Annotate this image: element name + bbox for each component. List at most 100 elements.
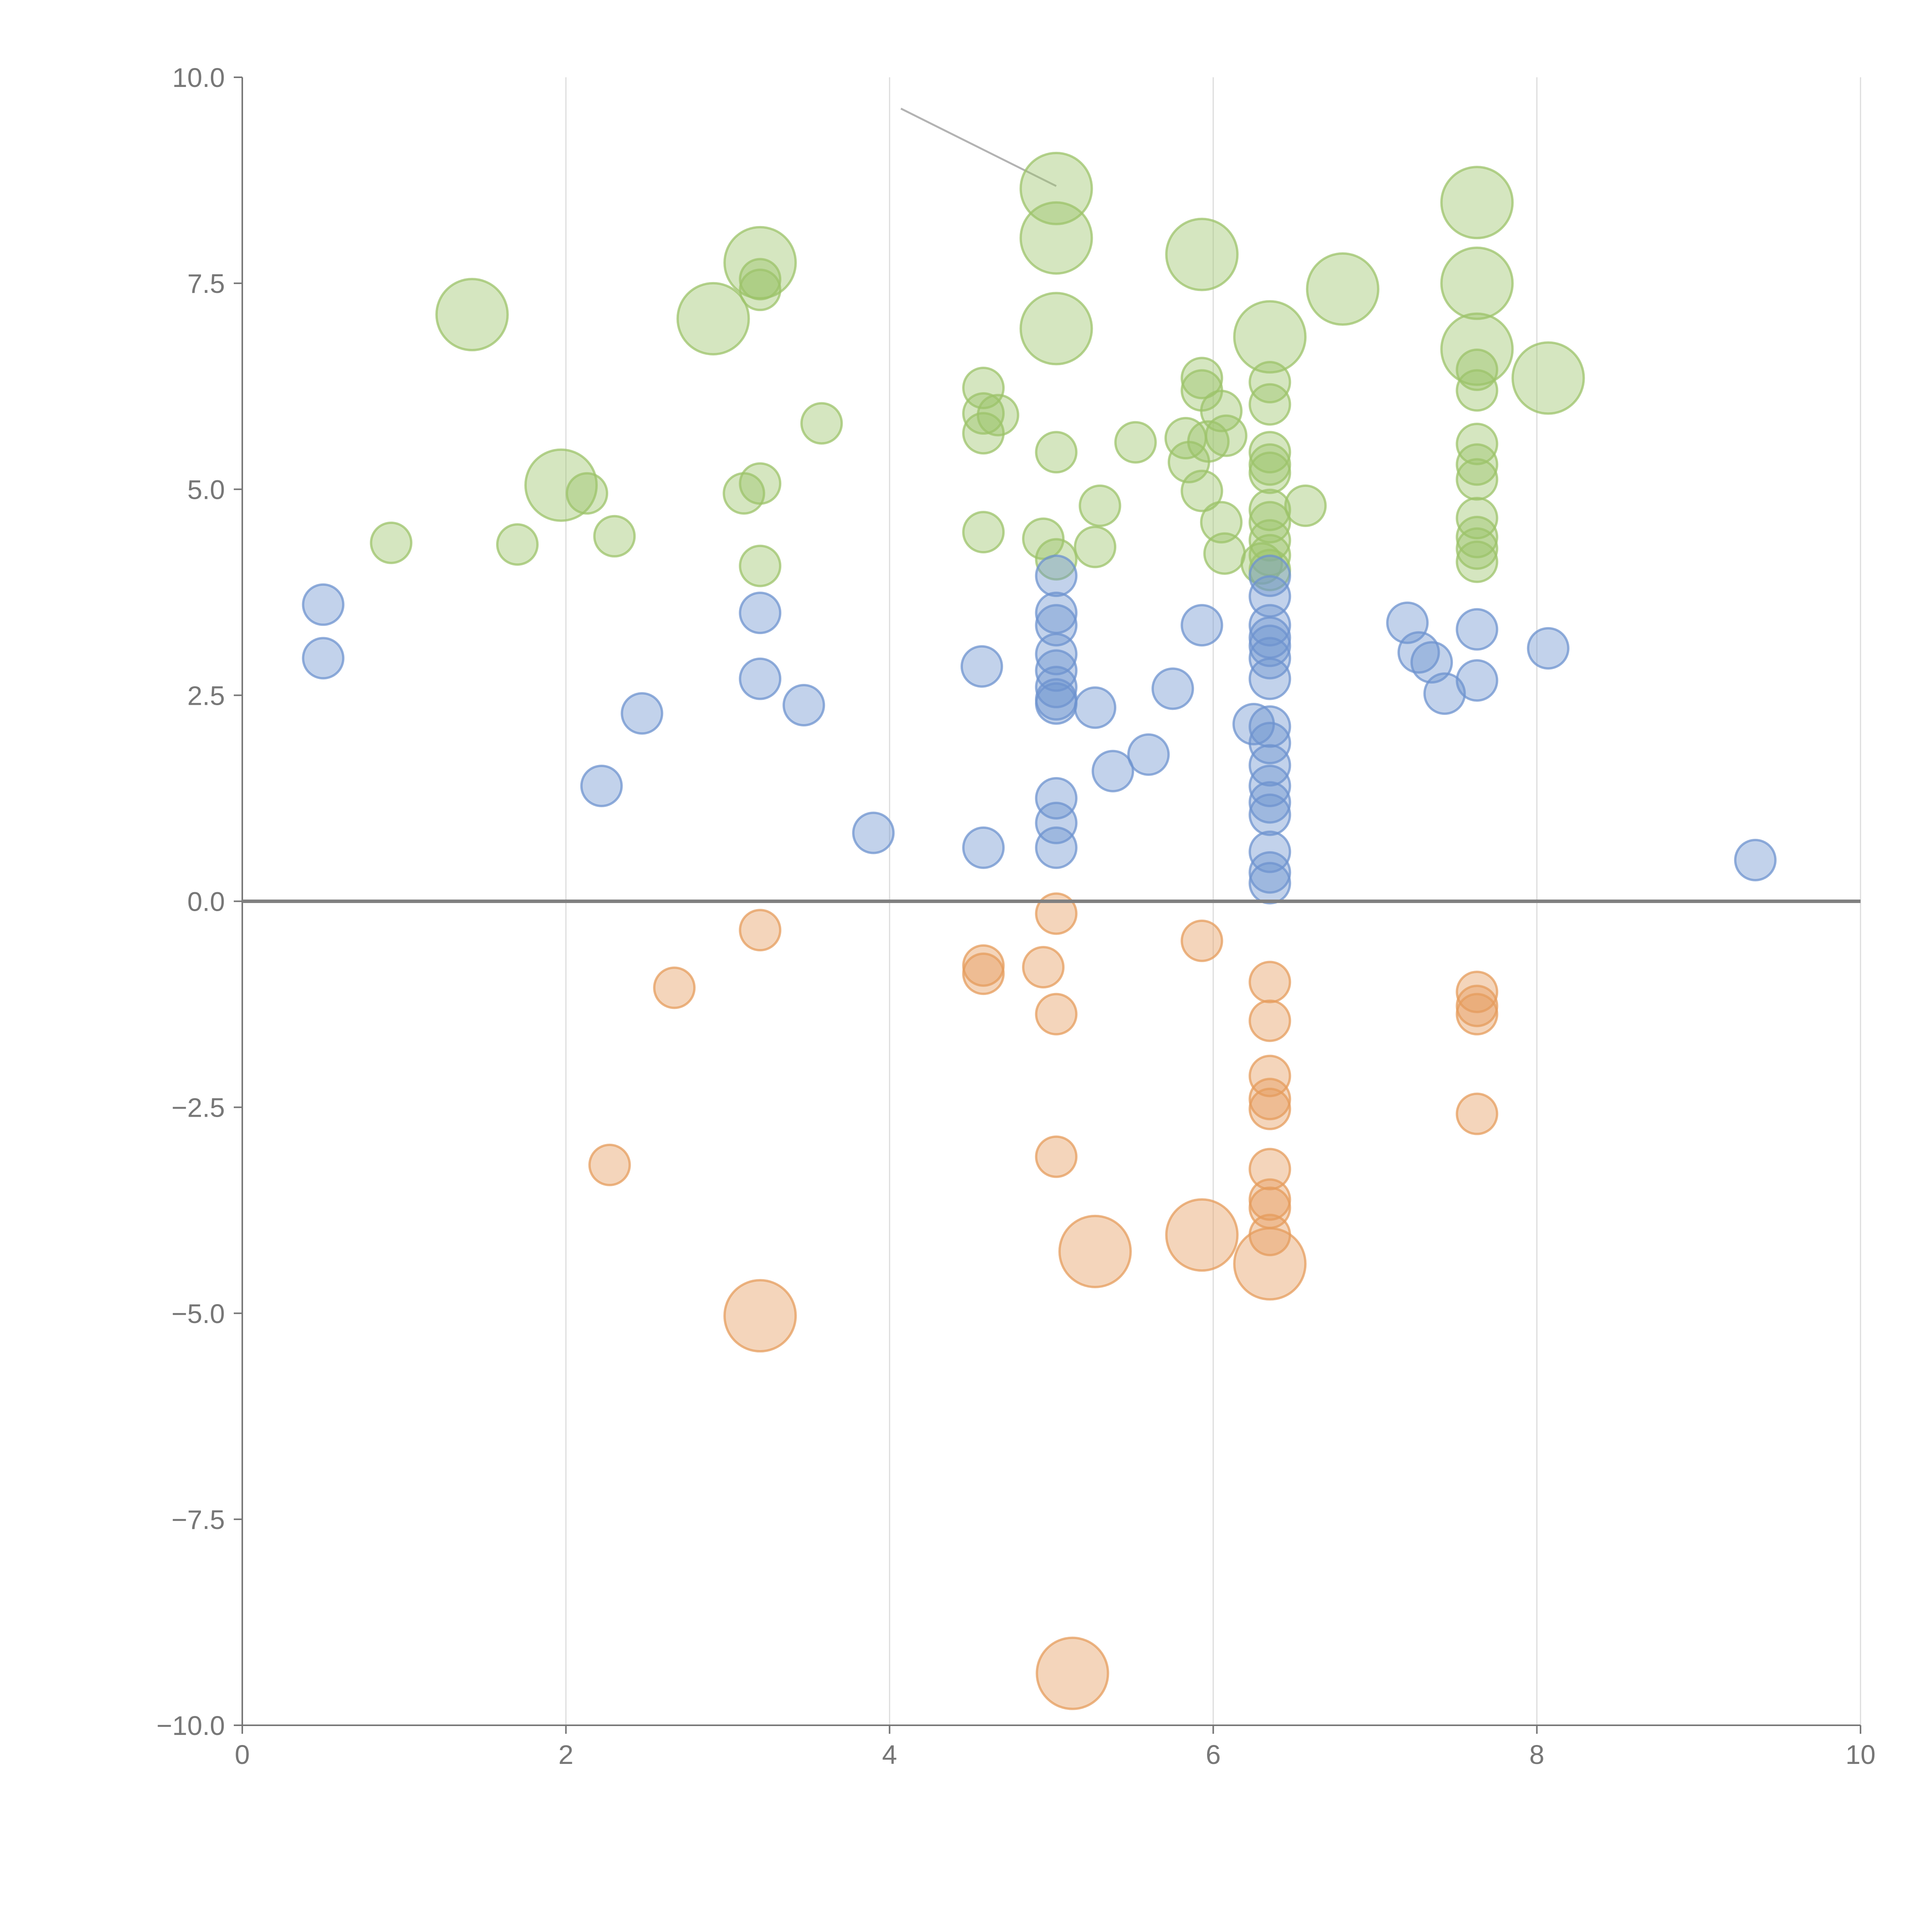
- green-bubble[interactable]: [1456, 443, 1498, 486]
- blue-bubble[interactable]: [1035, 777, 1078, 820]
- blue-bubble[interactable]: [1248, 781, 1291, 824]
- green-bubble[interactable]: [800, 402, 843, 445]
- green-bubble[interactable]: [1511, 341, 1585, 415]
- blue-bubble[interactable]: [1248, 657, 1291, 700]
- orange-bubble[interactable]: [1180, 919, 1223, 962]
- green-bubble[interactable]: [1456, 515, 1498, 558]
- blue-bubble[interactable]: [1527, 627, 1570, 670]
- green-bubble[interactable]: [496, 523, 539, 566]
- green-bubble[interactable]: [1019, 292, 1093, 366]
- blue-bubble[interactable]: [1456, 608, 1498, 651]
- orange-bubble[interactable]: [739, 909, 782, 952]
- blue-bubble[interactable]: [1180, 604, 1223, 647]
- green-bubble[interactable]: [1035, 538, 1078, 581]
- orange-bubble[interactable]: [1248, 1078, 1291, 1121]
- orange-bubble[interactable]: [1456, 971, 1498, 1014]
- green-bubble[interactable]: [1248, 488, 1291, 531]
- green-bubble[interactable]: [1456, 369, 1498, 412]
- blue-bubble[interactable]: [782, 684, 825, 726]
- orange-bubble[interactable]: [1248, 1087, 1291, 1130]
- blue-bubble[interactable]: [580, 764, 623, 807]
- blue-bubble[interactable]: [1248, 793, 1291, 836]
- green-bubble[interactable]: [1180, 469, 1223, 512]
- orange-bubble[interactable]: [1248, 1054, 1291, 1097]
- green-bubble[interactable]: [1284, 484, 1327, 527]
- blue-bubble[interactable]: [960, 645, 1003, 688]
- blue-bubble[interactable]: [302, 637, 345, 680]
- blue-bubble[interactable]: [739, 657, 782, 700]
- green-bubble[interactable]: [1200, 501, 1243, 544]
- blue-bubble[interactable]: [1035, 604, 1078, 647]
- blue-bubble[interactable]: [1127, 733, 1170, 776]
- green-bubble[interactable]: [370, 521, 413, 564]
- green-bubble[interactable]: [1078, 484, 1121, 527]
- green-bubble[interactable]: [1074, 526, 1117, 568]
- blue-bubble[interactable]: [1734, 838, 1777, 881]
- green-bubble[interactable]: [1456, 540, 1498, 583]
- blue-bubble[interactable]: [1248, 764, 1291, 807]
- blue-bubble[interactable]: [1035, 633, 1078, 675]
- blue-bubble[interactable]: [1035, 682, 1078, 725]
- green-bubble[interactable]: [739, 544, 782, 587]
- orange-bubble[interactable]: [1036, 1636, 1109, 1710]
- green-bubble[interactable]: [1022, 517, 1065, 560]
- green-bubble[interactable]: [1035, 431, 1078, 474]
- green-bubble[interactable]: [1456, 458, 1498, 501]
- blue-bubble[interactable]: [1151, 667, 1194, 710]
- green-bubble[interactable]: [962, 412, 1005, 455]
- green-bubble[interactable]: [1456, 527, 1498, 570]
- orange-bubble[interactable]: [1035, 892, 1078, 935]
- green-bubble[interactable]: [1240, 542, 1283, 585]
- blue-bubble[interactable]: [1035, 826, 1078, 869]
- blue-bubble[interactable]: [1410, 641, 1453, 684]
- green-bubble[interactable]: [1248, 451, 1291, 494]
- blue-bubble[interactable]: [1092, 750, 1134, 793]
- green-bubble[interactable]: [976, 394, 1019, 437]
- green-bubble[interactable]: [524, 448, 598, 522]
- green-bubble[interactable]: [593, 515, 636, 558]
- green-bubble[interactable]: [566, 472, 609, 515]
- blue-bubble[interactable]: [1248, 624, 1291, 667]
- blue-bubble[interactable]: [1035, 649, 1078, 692]
- orange-bubble[interactable]: [1035, 1135, 1078, 1178]
- green-bubble[interactable]: [962, 366, 1005, 409]
- green-bubble[interactable]: [676, 282, 750, 355]
- blue-bubble[interactable]: [621, 692, 663, 735]
- blue-bubble[interactable]: [1035, 666, 1078, 709]
- blue-bubble[interactable]: [1035, 554, 1078, 597]
- green-bubble[interactable]: [1180, 357, 1223, 400]
- green-bubble[interactable]: [739, 462, 782, 505]
- green-bubble[interactable]: [1233, 300, 1307, 374]
- blue-bubble[interactable]: [739, 592, 782, 634]
- green-bubble[interactable]: [435, 278, 509, 352]
- orange-bubble[interactable]: [1022, 946, 1065, 989]
- blue-bubble[interactable]: [1248, 705, 1291, 748]
- orange-bubble[interactable]: [1165, 1198, 1239, 1272]
- orange-bubble[interactable]: [588, 1143, 631, 1186]
- orange-bubble[interactable]: [653, 966, 696, 1009]
- green-bubble[interactable]: [1248, 361, 1291, 404]
- orange-bubble[interactable]: [1456, 993, 1498, 1036]
- orange-bubble[interactable]: [1233, 1227, 1307, 1301]
- blue-bubble[interactable]: [1035, 801, 1078, 844]
- green-bubble[interactable]: [1203, 532, 1246, 575]
- blue-bubble[interactable]: [1248, 851, 1291, 894]
- orange-bubble[interactable]: [1456, 1092, 1498, 1135]
- green-bubble[interactable]: [1019, 201, 1093, 275]
- orange-bubble[interactable]: [962, 952, 1005, 995]
- blue-bubble[interactable]: [852, 811, 895, 854]
- green-bubble[interactable]: [1306, 252, 1379, 326]
- blue-bubble[interactable]: [962, 826, 1005, 869]
- orange-bubble[interactable]: [1248, 1148, 1291, 1190]
- orange-bubble[interactable]: [723, 1279, 797, 1353]
- orange-bubble[interactable]: [1035, 993, 1078, 1036]
- green-bubble[interactable]: [1114, 421, 1157, 464]
- green-bubble[interactable]: [739, 269, 782, 311]
- blue-bubble[interactable]: [1456, 659, 1498, 702]
- blue-bubble[interactable]: [1423, 672, 1466, 715]
- green-bubble[interactable]: [1165, 218, 1239, 291]
- green-bubble[interactable]: [1248, 519, 1291, 562]
- green-bubble[interactable]: [1440, 247, 1514, 320]
- green-bubble[interactable]: [1440, 166, 1514, 240]
- green-bubble[interactable]: [1248, 383, 1291, 426]
